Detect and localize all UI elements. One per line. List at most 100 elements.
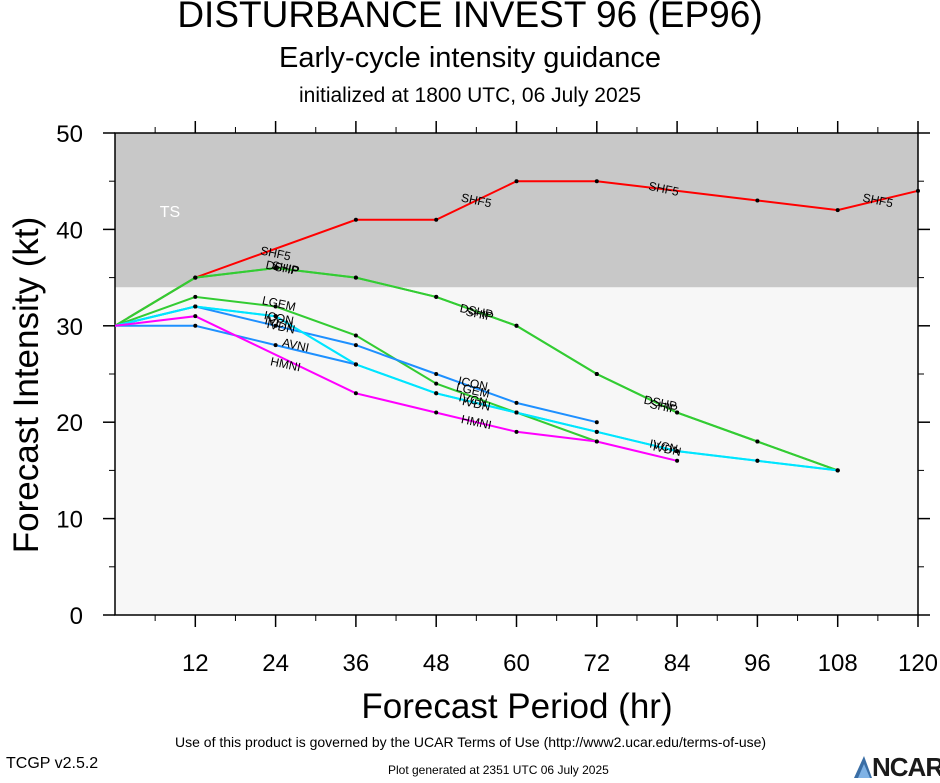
data-point-ship xyxy=(193,275,198,280)
series-label-shf5: SHF5 xyxy=(647,179,680,199)
y-tick-label: 10 xyxy=(56,507,83,534)
data-point-icon xyxy=(434,372,439,376)
data-point-shf5 xyxy=(755,198,760,203)
data-point-icon xyxy=(594,420,599,425)
data-point-avni xyxy=(273,343,278,348)
series-label-icon: ICON xyxy=(263,308,295,328)
intensity-chart: TS SHF5SHF5SHF5SHF5DSHPDSHPDSHPSHIPSHIPS… xyxy=(7,121,938,726)
data-point-hmni xyxy=(675,458,680,463)
data-point-hmni xyxy=(594,439,599,444)
data-point-ivdn xyxy=(273,314,278,319)
chart-title: DISTURBANCE INVEST 96 (EP96) xyxy=(177,0,763,35)
series-label-ship: SHIP xyxy=(649,397,679,417)
x-tick-label: 108 xyxy=(818,650,858,677)
series-label-shf5: SHF5 xyxy=(460,190,493,210)
series-label-icon: ICON xyxy=(457,374,489,394)
series-label-ivdn: IVDN xyxy=(652,439,683,459)
data-point-icon xyxy=(273,323,278,328)
y-tick-label: 30 xyxy=(56,314,83,341)
series-label-hmni: HMNI xyxy=(460,412,493,432)
data-point-shf5 xyxy=(594,179,599,184)
series-label-ivcn: IVCN xyxy=(263,313,294,333)
data-point-ship xyxy=(514,323,519,328)
series-points xyxy=(193,179,920,473)
x-tick-label: 36 xyxy=(343,650,370,677)
data-point-ivdn xyxy=(675,449,680,454)
series-label-lgem: LGEM xyxy=(455,380,491,401)
x-tick-label: 60 xyxy=(503,650,530,677)
data-point-shf5 xyxy=(835,208,840,213)
data-point-hmni xyxy=(193,314,198,319)
data-point-ship xyxy=(594,372,599,376)
band-label: TS xyxy=(160,204,180,221)
data-point-ship xyxy=(353,275,358,280)
series-label-ivdn: IVDN xyxy=(265,317,296,337)
terms-of-use: Use of this product is governed by the U… xyxy=(175,734,767,750)
data-point-icon xyxy=(353,343,358,348)
data-point-ivdn xyxy=(594,429,599,434)
data-point-shf5 xyxy=(514,179,519,184)
data-point-shf5 xyxy=(916,188,920,193)
generated-time: Plot generated at 2351 UTC 06 July 2025 xyxy=(388,763,609,777)
data-point-icon xyxy=(514,400,519,405)
x-tick-label: 72 xyxy=(583,650,610,677)
data-point-ivdn xyxy=(835,468,840,473)
series-label-ship: SHIP xyxy=(465,304,495,324)
data-point-avni xyxy=(353,362,358,367)
band-ts xyxy=(115,133,918,288)
axes: 12 24 36 48 60 72 84 96 108 120 0 10 20 30 40 50 xyxy=(56,121,938,677)
series-label-ship: SHIP xyxy=(270,258,300,278)
series-line-ivdn xyxy=(114,305,838,472)
y-tick-label: 40 xyxy=(56,217,83,244)
data-point-ivdn xyxy=(514,410,519,415)
series-label-lgem: LGEM xyxy=(261,293,297,314)
ncar-logo: NCAR xyxy=(852,752,940,782)
initialization-time: initialized at 1800 UTC, 06 July 2025 xyxy=(298,84,642,107)
series-line-ship xyxy=(114,266,839,472)
data-point-lgem xyxy=(353,333,358,338)
data-point-ivdn xyxy=(755,458,760,463)
series-label-shf5: SHF5 xyxy=(259,243,292,263)
y-tick-label: 20 xyxy=(56,410,83,437)
data-point-hmni xyxy=(514,429,519,434)
x-tick-label: 96 xyxy=(744,650,771,677)
series-label-ivcn: IVCN xyxy=(458,390,489,410)
data-point-lgem xyxy=(273,304,278,309)
x-tick-label: 24 xyxy=(262,650,289,677)
ncar-mark-icon xyxy=(854,756,872,778)
data-point-lgem xyxy=(434,381,439,386)
chart-subtitle: Early-cycle intensity guidance xyxy=(278,42,661,74)
intensity-bands: TS xyxy=(115,133,918,288)
series-label-ivdn: IVDN xyxy=(461,394,492,414)
data-point-shf5 xyxy=(434,217,439,222)
series-label-dshp: DSHP xyxy=(265,258,301,279)
series-label-shf5: SHF5 xyxy=(861,190,894,210)
series-label-ivcn: IVCN xyxy=(648,436,679,456)
version-label: TCGP v2.5.2 xyxy=(6,755,99,772)
series-label-avni: AVNI xyxy=(281,335,310,354)
data-point-hmni xyxy=(434,410,439,415)
data-point-ship xyxy=(273,265,278,270)
data-point-hmni xyxy=(353,391,358,396)
y-axis-label: Forecast Intensity (kt) xyxy=(7,217,46,553)
x-tick-label: 84 xyxy=(664,650,691,677)
ncar-logo-text: NCAR xyxy=(872,752,940,782)
data-point-shf5 xyxy=(353,217,358,222)
series-labels: SHF5SHF5SHF5SHF5DSHPDSHPDSHPSHIPSHIPSHIP… xyxy=(259,179,894,459)
series-label-dshp: DSHP xyxy=(459,301,495,322)
data-point-ship xyxy=(434,294,439,299)
y-tick-label: 0 xyxy=(70,603,83,630)
data-point-ship xyxy=(755,439,760,444)
data-point-ivdn xyxy=(193,304,198,309)
x-tick-label: 48 xyxy=(423,650,450,677)
data-point-avni xyxy=(193,323,198,328)
data-point-lgem xyxy=(193,294,198,299)
series-label-hmni: HMNI xyxy=(269,354,302,374)
x-axis-label: Forecast Period (hr) xyxy=(361,687,672,726)
data-point-ivdn xyxy=(434,391,439,396)
y-tick-label: 50 xyxy=(56,121,83,148)
x-tick-label: 120 xyxy=(898,650,938,677)
series-label-dshp: DSHP xyxy=(643,393,679,414)
x-tick-label: 12 xyxy=(182,650,209,677)
data-point-ship xyxy=(675,410,680,415)
